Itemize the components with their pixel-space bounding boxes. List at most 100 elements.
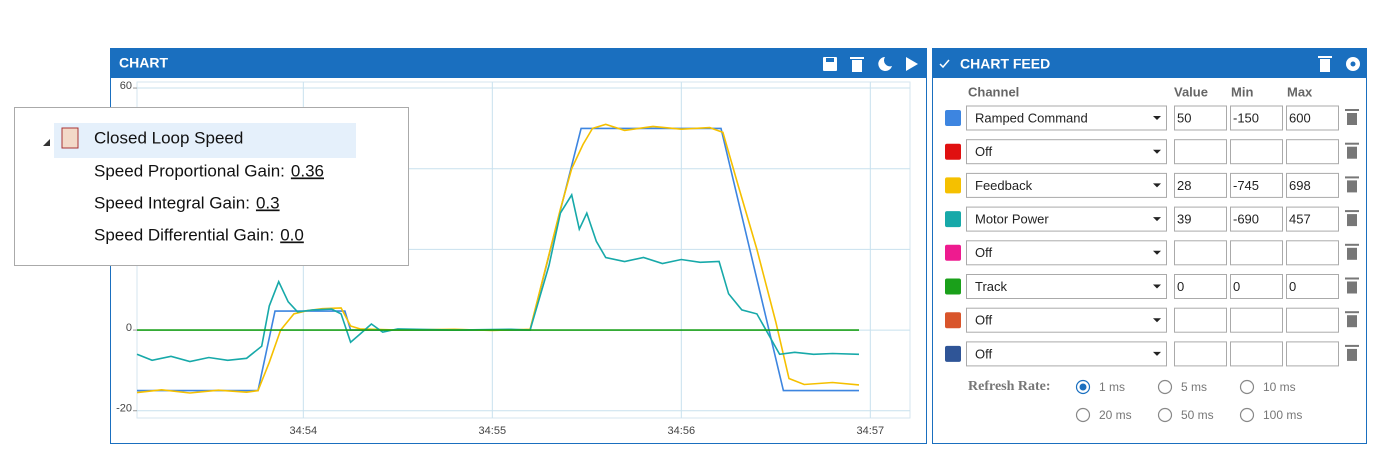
theme-button[interactable] — [878, 57, 892, 71]
channel-name: Feedback — [975, 178, 1033, 193]
param-value[interactable]: 0.0 — [280, 225, 304, 244]
x-tick-label: 34:56 — [668, 425, 696, 437]
chart-panel-title: CHART — [119, 55, 168, 71]
refresh-radio[interactable] — [1239, 379, 1255, 395]
delete-icon-lid — [850, 57, 864, 59]
feed-table: Channel Value Min Max Ramped Command 50 -150 60… — [945, 84, 1359, 422]
input-min-text: -150 — [1233, 110, 1259, 125]
channel-select[interactable] — [966, 274, 1167, 299]
refresh-radio[interactable] — [1239, 407, 1255, 423]
channel-select[interactable] — [966, 206, 1167, 232]
refresh-label: Refresh Rate: — [968, 379, 1051, 394]
delete-channel[interactable] — [1347, 247, 1357, 260]
input-max[interactable] — [1286, 341, 1339, 367]
channel-color[interactable] — [945, 177, 961, 194]
delete-channel[interactable] — [1347, 146, 1357, 159]
refresh-radio[interactable] — [1157, 379, 1173, 395]
refresh-option: 5 ms — [1181, 380, 1207, 394]
feed-header — [932, 48, 1367, 78]
input-value[interactable] — [1174, 172, 1227, 198]
delete-channel[interactable] — [1347, 113, 1357, 125]
delete-button[interactable] — [852, 60, 862, 72]
param-value[interactable]: 0.3 — [256, 193, 280, 212]
tooltip: Closed Loop Speed Speed Proportional Gai… — [14, 107, 409, 266]
input-min[interactable] — [1230, 105, 1283, 131]
x-tick-label: 34:57 — [857, 425, 885, 437]
input-value-text: 39 — [1177, 212, 1191, 227]
input-min[interactable] — [1230, 240, 1283, 266]
channel-name: Off — [975, 144, 992, 159]
input-max[interactable] — [1286, 172, 1339, 198]
clear-button[interactable] — [1320, 59, 1330, 72]
channel-color[interactable] — [945, 345, 961, 362]
column-header: Min — [1231, 84, 1253, 99]
column-header: Max — [1287, 84, 1313, 99]
input-value[interactable] — [1174, 307, 1227, 333]
play-button[interactable] — [906, 57, 918, 71]
input-min[interactable] — [1230, 307, 1283, 333]
input-min[interactable] — [1230, 274, 1283, 299]
input-max[interactable] — [1286, 274, 1339, 299]
channel-color[interactable] — [945, 244, 961, 261]
input-max-text: 0 — [1289, 279, 1296, 294]
param-label: Speed Differential Gain: — [94, 225, 274, 244]
dropdown-arrow — [1153, 318, 1161, 323]
y-tick-label: -20 — [116, 403, 132, 415]
delete-channel[interactable] — [1347, 180, 1357, 193]
delete-channel[interactable] — [1347, 348, 1357, 361]
refresh-radio[interactable] — [1075, 407, 1091, 423]
delete-channel[interactable] — [1347, 281, 1357, 294]
dropdown-arrow — [1153, 284, 1161, 289]
input-min-text: -690 — [1233, 212, 1259, 227]
chart-header — [110, 48, 927, 78]
input-value[interactable] — [1174, 139, 1227, 165]
channel-color[interactable] — [945, 143, 961, 160]
input-value[interactable] — [1174, 206, 1227, 232]
tree-expander[interactable] — [43, 139, 50, 146]
refresh-radio[interactable] — [1157, 407, 1173, 423]
input-max[interactable] — [1286, 240, 1339, 266]
input-min[interactable] — [1230, 172, 1283, 198]
delete-channel-lid — [1345, 311, 1359, 314]
channel-select[interactable] — [966, 105, 1167, 131]
refresh-option: 10 ms — [1263, 380, 1296, 394]
x-tick-label: 34:55 — [479, 425, 507, 437]
param-value[interactable]: 0.36 — [291, 161, 324, 180]
channel-color[interactable] — [945, 278, 961, 295]
input-value[interactable] — [1174, 105, 1227, 131]
channel-color[interactable] — [945, 312, 961, 329]
tooltip-title: Closed Loop Speed — [94, 128, 243, 147]
input-min[interactable] — [1230, 206, 1283, 232]
input-min[interactable] — [1230, 139, 1283, 165]
input-min[interactable] — [1230, 341, 1283, 367]
input-value[interactable] — [1174, 240, 1227, 266]
channel-color[interactable] — [945, 211, 961, 228]
channel-select[interactable] — [966, 139, 1167, 165]
chart-toolbar — [823, 57, 918, 72]
refresh-option: 20 ms — [1099, 408, 1132, 422]
param-label: Speed Proportional Gain: — [94, 161, 285, 180]
input-max[interactable] — [1286, 307, 1339, 333]
dropdown-arrow — [1153, 250, 1161, 255]
delete-channel-lid — [1345, 109, 1359, 111]
clear-icon-lid — [1318, 56, 1332, 58]
delete-channel-lid — [1345, 142, 1359, 145]
channel-select[interactable] — [966, 307, 1167, 333]
channel-select[interactable] — [966, 341, 1167, 367]
channel-color[interactable] — [945, 110, 961, 126]
refresh-option: 50 ms — [1181, 408, 1214, 422]
input-max[interactable] — [1286, 105, 1339, 131]
input-max[interactable] — [1286, 206, 1339, 232]
input-value[interactable] — [1174, 341, 1227, 367]
column-header: Channel — [968, 84, 1019, 99]
input-value[interactable] — [1174, 274, 1227, 299]
channel-select[interactable] — [966, 240, 1167, 266]
channel-select[interactable] — [966, 172, 1167, 198]
delete-channel[interactable] — [1347, 315, 1357, 328]
delete-channel-lid — [1345, 243, 1359, 246]
input-max[interactable] — [1286, 139, 1339, 165]
refresh-option: 1 ms — [1099, 380, 1125, 394]
collapse-toggle[interactable] — [939, 59, 950, 69]
delete-channel[interactable] — [1347, 214, 1357, 227]
